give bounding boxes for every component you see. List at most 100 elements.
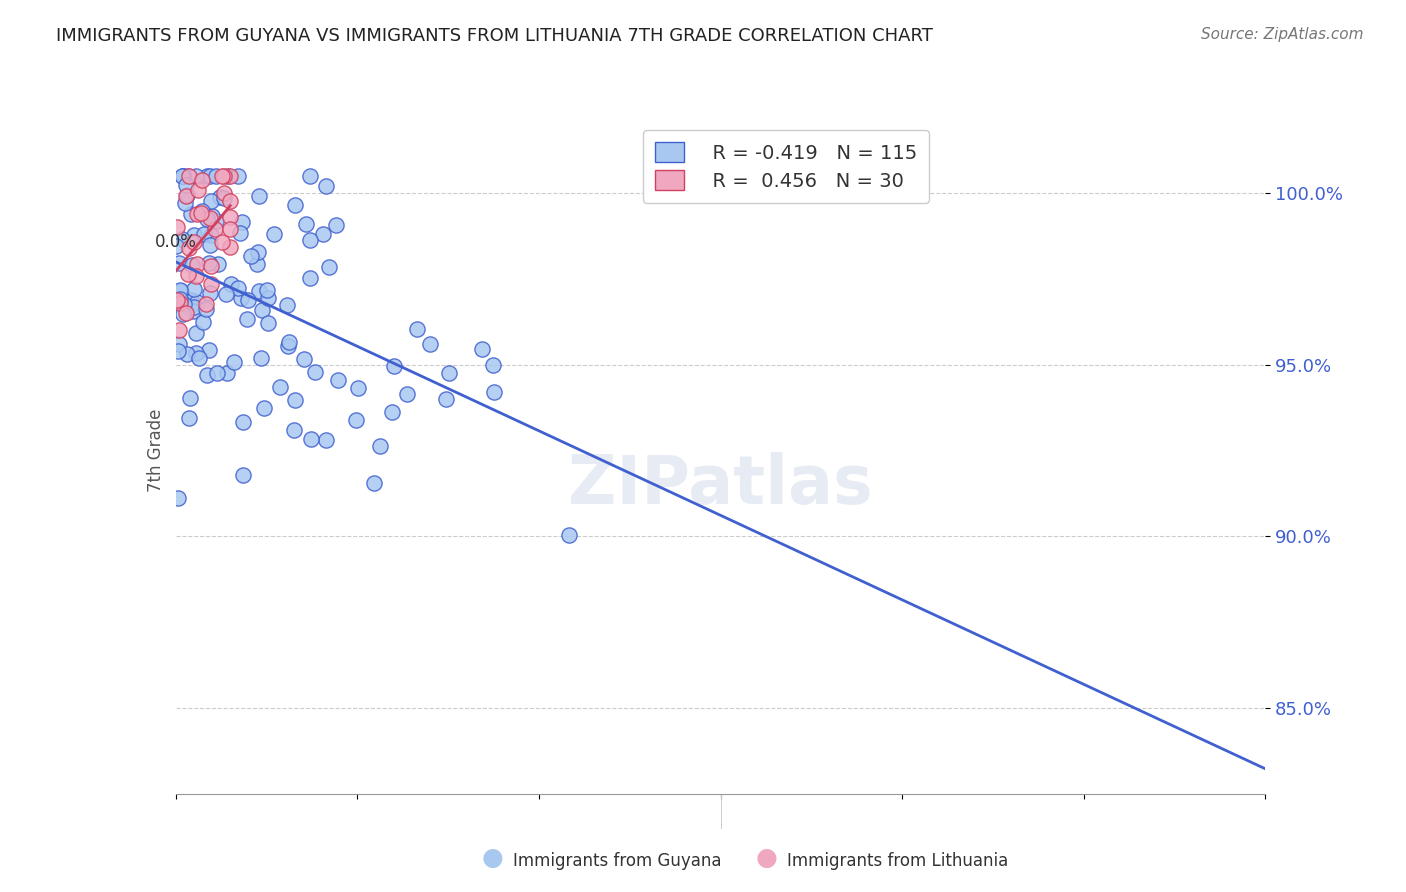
Point xyxy=(405,322,427,336)
Point xyxy=(197,256,219,270)
Point xyxy=(217,169,239,183)
Point xyxy=(229,226,252,240)
Text: ●: ● xyxy=(481,846,503,870)
Point xyxy=(269,380,291,394)
Point xyxy=(239,248,262,262)
Point xyxy=(344,413,367,427)
Point xyxy=(299,432,322,446)
Point xyxy=(165,239,187,253)
Point xyxy=(205,214,228,228)
Point xyxy=(198,238,221,252)
Point xyxy=(219,222,242,236)
Point xyxy=(191,315,214,329)
Point xyxy=(195,169,218,183)
Point xyxy=(172,169,194,183)
Point xyxy=(247,284,270,298)
Point xyxy=(209,189,232,203)
Point xyxy=(174,195,197,210)
Point xyxy=(434,392,457,407)
Point xyxy=(187,183,209,197)
Point xyxy=(195,211,218,226)
Point xyxy=(247,188,270,202)
Point xyxy=(186,257,208,271)
Point xyxy=(195,368,218,382)
Point xyxy=(193,227,215,241)
Point xyxy=(200,211,222,225)
Point xyxy=(183,300,205,314)
Point xyxy=(276,298,298,312)
Text: IMMIGRANTS FROM GUYANA VS IMMIGRANTS FROM LITHUANIA 7TH GRADE CORRELATION CHART: IMMIGRANTS FROM GUYANA VS IMMIGRANTS FRO… xyxy=(56,27,934,45)
Point xyxy=(180,293,202,308)
Point xyxy=(263,227,285,241)
Point xyxy=(215,286,238,301)
Point xyxy=(180,207,202,221)
Point xyxy=(326,373,349,387)
Point xyxy=(283,392,305,407)
Point xyxy=(179,242,201,256)
Text: 0.0%: 0.0% xyxy=(155,233,197,251)
Point xyxy=(226,169,249,183)
Point xyxy=(176,347,198,361)
Point xyxy=(179,391,201,405)
Text: ZIPatlas: ZIPatlas xyxy=(568,452,873,517)
Point xyxy=(212,169,235,183)
Point xyxy=(312,227,335,241)
Point xyxy=(176,169,198,183)
Text: Immigrants from Guyana: Immigrants from Guyana xyxy=(513,852,721,870)
Point xyxy=(184,345,207,359)
Point xyxy=(231,291,253,305)
Point xyxy=(382,359,405,374)
Point xyxy=(200,277,222,291)
Point xyxy=(482,385,505,400)
Point xyxy=(180,259,202,273)
Point xyxy=(167,323,190,337)
Point xyxy=(177,267,200,281)
Point xyxy=(190,172,212,186)
Point xyxy=(166,219,188,234)
Point xyxy=(169,295,191,310)
Point xyxy=(249,351,271,365)
Point xyxy=(170,284,193,298)
Point xyxy=(211,235,233,249)
Point xyxy=(183,228,205,243)
Point xyxy=(471,343,494,357)
Point xyxy=(232,415,254,429)
Point xyxy=(186,207,208,221)
Point xyxy=(184,269,207,284)
Point xyxy=(204,169,226,183)
Point xyxy=(205,366,228,380)
Point xyxy=(181,303,204,318)
Point xyxy=(219,277,242,291)
Point xyxy=(299,271,322,285)
Point xyxy=(232,468,254,483)
Point xyxy=(256,316,278,330)
Point xyxy=(278,335,301,350)
Point xyxy=(226,281,249,295)
Point xyxy=(170,232,193,246)
Point xyxy=(231,215,253,229)
Point xyxy=(257,291,280,305)
Point xyxy=(169,284,191,298)
Point xyxy=(298,233,321,247)
Point xyxy=(283,423,305,437)
Point xyxy=(347,381,370,395)
Point xyxy=(174,306,197,320)
Point xyxy=(200,194,222,208)
Text: Immigrants from Lithuania: Immigrants from Lithuania xyxy=(787,852,1008,870)
Point xyxy=(558,528,581,542)
Point xyxy=(298,169,321,183)
Point xyxy=(482,358,505,372)
Point xyxy=(186,294,208,309)
Point xyxy=(179,411,201,425)
Point xyxy=(197,343,219,357)
Point xyxy=(253,401,276,415)
Point xyxy=(172,169,194,183)
Point xyxy=(167,256,190,270)
Point xyxy=(368,439,391,453)
Point xyxy=(200,227,222,242)
Point xyxy=(198,169,221,183)
Point xyxy=(236,311,259,326)
Point xyxy=(204,221,226,235)
Point xyxy=(169,292,191,306)
Point xyxy=(437,366,460,380)
